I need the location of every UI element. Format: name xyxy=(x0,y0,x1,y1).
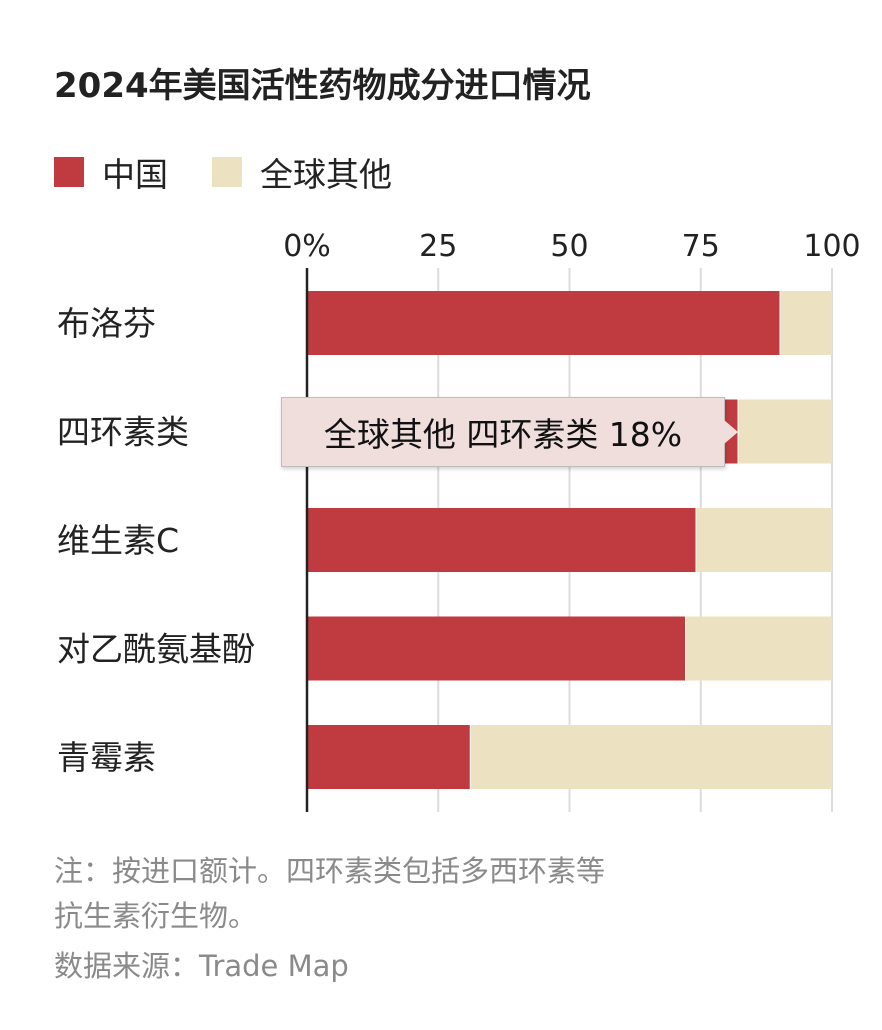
legend-item-rest-of-world[interactable]: 全球其他 xyxy=(212,148,392,196)
note-line-2: 抗生素衍生物。 xyxy=(54,899,258,933)
bar-rest-of-world-4[interactable] xyxy=(470,725,832,789)
x-tick-label-50: 50 xyxy=(550,229,588,264)
x-tick-label-25: 25 xyxy=(419,229,457,264)
legend-item-china[interactable]: 中国 xyxy=(54,148,168,196)
x-tick-label-100: 100 xyxy=(803,229,860,264)
category-label-0: 布洛芬 xyxy=(57,304,156,343)
tooltip: 全球其他 四环素类 18% xyxy=(281,397,725,467)
note-line-1: 注：按进口额计。四环素类包括多西环素等 xyxy=(54,854,606,888)
bar-china-2[interactable] xyxy=(307,508,696,572)
bar-china-3[interactable] xyxy=(307,616,685,681)
tooltip-text: 全球其他 四环素类 18% xyxy=(323,415,683,454)
bar-rest-of-world-0[interactable] xyxy=(780,291,833,355)
category-label-3: 对乙酰氨基酚 xyxy=(57,630,255,669)
tooltip-pointer xyxy=(724,420,738,444)
legend-label-rest-of-world: 全球其他 xyxy=(260,155,392,194)
bar-china-0[interactable] xyxy=(307,291,780,355)
legend-swatch-rest-of-world xyxy=(212,157,242,187)
category-label-2: 维生素C xyxy=(57,521,179,560)
legend-swatch-china xyxy=(54,157,84,187)
bar-rest-of-world-3[interactable] xyxy=(686,616,832,681)
category-label-4: 青霉素 xyxy=(57,738,156,777)
chart-title: 2024年美国活性药物成分进口情况 xyxy=(54,66,591,106)
x-tick-label-0: 0% xyxy=(283,229,331,264)
legend-label-china: 中国 xyxy=(102,155,168,194)
x-tick-label-75: 75 xyxy=(682,229,720,264)
data-source: 数据来源：Trade Map xyxy=(54,949,349,983)
category-label-1: 四环素类 xyxy=(57,413,189,452)
bar-china-4[interactable] xyxy=(307,725,470,789)
bar-rest-of-world-2[interactable] xyxy=(696,508,833,572)
bar-rest-of-world-1[interactable] xyxy=(738,399,833,464)
x-axis-ticks: 0% 25 50 75 100 xyxy=(283,229,860,264)
